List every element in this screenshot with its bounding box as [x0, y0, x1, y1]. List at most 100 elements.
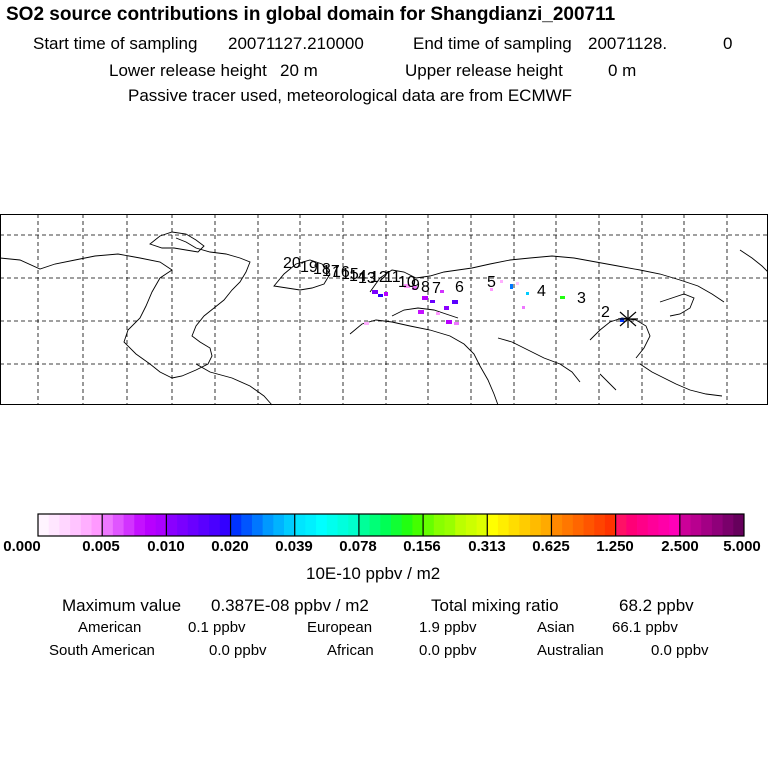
colorbar-cell — [80, 514, 92, 536]
colorbar-tick: 5.000 — [723, 538, 761, 555]
colorbar-cell — [476, 514, 488, 536]
max-value-label: Maximum value — [62, 596, 182, 615]
colorbar-cell — [626, 514, 638, 536]
colorbar-cell — [701, 514, 713, 536]
colorbar-cell — [59, 514, 71, 536]
colorbar-cell — [91, 514, 103, 536]
colorbar-tick: 0.000 — [3, 538, 41, 555]
colorbar-cell — [144, 514, 157, 536]
start-time-label: Start time of sampling — [33, 34, 198, 53]
colorbar-cell — [519, 514, 531, 536]
end-time-extra: 0 — [723, 34, 733, 53]
traj-label-16: 16 — [332, 264, 350, 281]
colorbar-cell — [508, 514, 520, 536]
colorbar-cells — [38, 514, 745, 536]
region-name: American — [78, 619, 142, 636]
colorbar-cell — [251, 514, 264, 536]
colorbar-cell — [658, 514, 670, 536]
colorbar-cell — [70, 514, 82, 536]
colorbar-unit: 10E-10 ppbv / m2 — [306, 564, 441, 583]
traj-label-14: 14 — [349, 268, 367, 285]
end-time-label: End time of sampling — [413, 34, 572, 53]
region-name: Asian — [537, 619, 575, 636]
colorbar-cell — [337, 514, 349, 536]
colorbar-cell — [326, 514, 338, 536]
colorbar-cell — [262, 514, 274, 536]
traj-label-8: 8 — [421, 279, 430, 296]
colorbar-cell — [198, 514, 210, 536]
colorbar-cell — [134, 514, 146, 536]
colorbar-cell — [187, 514, 199, 536]
traj-label-12: 12 — [370, 269, 388, 286]
colorbar-tick: 0.020 — [211, 538, 249, 555]
region-value: 1.9 ppbv — [419, 619, 477, 636]
traj-label-3: 3 — [577, 290, 586, 307]
colorbar-cell — [455, 514, 467, 536]
colorbar-tick: 0.156 — [403, 538, 441, 555]
colorbar-cell — [284, 514, 296, 536]
colorbar-cell — [241, 514, 253, 536]
colorbar-cell — [48, 514, 60, 536]
colorbar-cell — [123, 514, 135, 536]
colorbar-cell — [348, 514, 360, 536]
colorbar-cell — [423, 514, 435, 536]
traj-label-4: 4 — [537, 283, 546, 300]
trajectory-labels: 20 19 18 17 16 15 14 13 12 11 10 9 8 7 6… — [283, 255, 610, 321]
map-frame — [0, 214, 768, 405]
start-time-value: 20071127.210000 — [228, 34, 364, 53]
colorbar-tick: 0.078 — [339, 538, 377, 555]
traj-label-19: 19 — [300, 259, 318, 276]
traj-label-11: 11 — [384, 269, 401, 286]
traj-label-15: 15 — [341, 266, 359, 283]
colorbar-tick: 0.313 — [468, 538, 506, 555]
colorbar-cell — [465, 514, 477, 536]
colorbar-cell — [273, 514, 285, 536]
colorbar-cell — [369, 514, 381, 536]
colorbar-cell — [583, 514, 595, 536]
colorbar-cell — [305, 514, 317, 536]
total-ratio-value: 68.2 ppbv — [619, 596, 694, 615]
traj-label-5: 5 — [487, 274, 496, 291]
plot-title: SO2 source contributions in global domai… — [6, 4, 616, 25]
total-ratio-label: Total mixing ratio — [431, 596, 559, 615]
colorbar-dividers — [101, 514, 681, 536]
colorbar-cell — [615, 514, 627, 536]
colorbar-cell — [38, 514, 50, 536]
region-value: 0.0 ppbv — [419, 642, 477, 659]
colorbar-cell — [733, 514, 745, 536]
colorbar-tick: 0.039 — [275, 538, 313, 555]
region-name: South American — [49, 642, 155, 659]
traj-label-18: 18 — [313, 261, 331, 278]
colorbar-cell — [679, 514, 691, 536]
colorbar-cell — [316, 514, 328, 536]
region-value: 0.0 ppbv — [209, 642, 267, 659]
lower-height-label: Lower release height — [109, 61, 267, 80]
colorbar-cell — [444, 514, 456, 536]
colorbar-cell — [401, 514, 413, 536]
traj-label-10: 10 — [398, 274, 416, 291]
colorbar-cell — [669, 514, 681, 536]
colorbar-cell — [209, 514, 221, 536]
colorbar-cell — [112, 514, 124, 536]
upper-height-label: Upper release height — [405, 61, 563, 80]
world-map: 20 19 18 17 16 15 14 13 12 11 10 9 8 7 6… — [0, 214, 768, 406]
colorbar — [37, 513, 745, 537]
colorbar-tick: 0.625 — [532, 538, 570, 555]
colorbar-cell — [722, 514, 734, 536]
colorbar-cell — [102, 514, 114, 536]
region-name: Australian — [537, 642, 604, 659]
traj-label-13: 13 — [358, 270, 376, 287]
traj-label-17: 17 — [322, 263, 340, 280]
region-name: European — [307, 619, 373, 636]
region-value: 0.0 ppbv — [651, 642, 709, 659]
colorbar-cell — [358, 514, 371, 536]
colorbar-tick: 1.250 — [596, 538, 634, 555]
colorbar-cell — [572, 514, 584, 536]
lower-height-value: 20 m — [280, 61, 318, 80]
traj-label-20: 20 — [283, 255, 301, 272]
colorbar-cell — [594, 514, 606, 536]
colorbar-cell — [551, 514, 563, 536]
colorbar-cell — [380, 514, 392, 536]
colorbar-tick: 0.010 — [147, 538, 185, 555]
colorbar-cell — [497, 514, 510, 536]
